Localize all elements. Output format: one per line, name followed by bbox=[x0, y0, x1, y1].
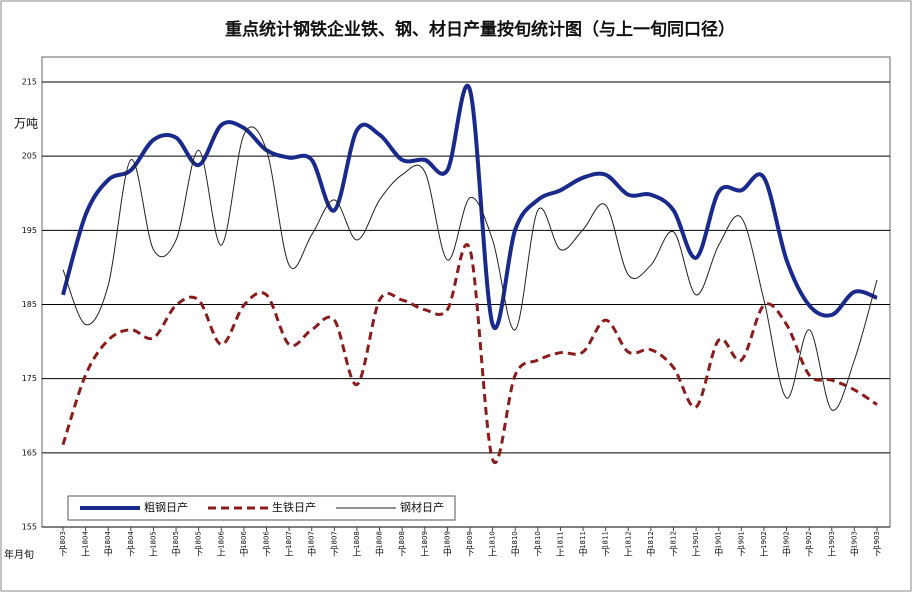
x-sub-label: 下 bbox=[262, 549, 271, 559]
x-sub-label: 上 bbox=[285, 548, 294, 559]
x-sub-label: 下 bbox=[669, 549, 678, 559]
y-tick-label: 215 bbox=[22, 78, 37, 87]
x-sub-label: 下 bbox=[533, 549, 542, 559]
x-sub-label: 中 bbox=[850, 547, 859, 559]
x-tick-label: 1805 bbox=[195, 531, 203, 549]
x-sub-label: 中 bbox=[307, 547, 316, 559]
x-tick-label: 1808 bbox=[353, 531, 361, 549]
x-tick-label: 1809 bbox=[443, 531, 451, 549]
x-tick-label: 1806 bbox=[263, 531, 271, 549]
x-tick-label: 1810 bbox=[489, 531, 497, 549]
y-tick-label: 155 bbox=[22, 523, 37, 532]
x-tick-label: 1901 bbox=[692, 531, 700, 549]
chart-title: 重点统计钢铁企业铁、钢、材日产量按旬统计图（与上一旬同口径） bbox=[225, 19, 735, 40]
x-sub-label: 中 bbox=[172, 547, 181, 559]
x-sub-label: 上 bbox=[217, 548, 226, 559]
x-tick-label: 1807 bbox=[330, 531, 338, 549]
x-tick-label: 1803 bbox=[59, 531, 67, 549]
x-sub-label: 中 bbox=[511, 547, 520, 559]
x-sub-label: 中 bbox=[239, 547, 248, 559]
x-sub-label: 下 bbox=[126, 549, 135, 559]
x-sub-label: 上 bbox=[149, 548, 158, 559]
x-tick-label: 1808 bbox=[398, 531, 406, 549]
legend-label: 粗钢日产 bbox=[144, 500, 188, 514]
x-sub-label: 中 bbox=[646, 547, 655, 559]
y-tick-label: 175 bbox=[22, 374, 37, 383]
x-sub-label: 下 bbox=[194, 549, 203, 559]
x-sub-label: 下 bbox=[58, 549, 67, 559]
x-sub-label: 上 bbox=[488, 548, 497, 559]
x-sub-label: 上 bbox=[420, 548, 429, 559]
x-tick-label: 1811 bbox=[556, 531, 564, 549]
x-tick-label: 1903 bbox=[850, 531, 858, 549]
x-tick-label: 1806 bbox=[240, 531, 248, 549]
x-tick-label: 1806 bbox=[217, 531, 225, 549]
x-tick-label: 1809 bbox=[466, 531, 474, 549]
x-sub-label: 上 bbox=[352, 548, 361, 559]
x-sub-label: 中 bbox=[104, 547, 113, 559]
x-tick-label: 1805 bbox=[172, 531, 180, 549]
x-tick-label: 1810 bbox=[511, 531, 519, 549]
y-tick-label: 205 bbox=[22, 152, 37, 161]
x-tick-label: 1812 bbox=[624, 531, 632, 549]
series-line bbox=[61, 84, 878, 330]
series-line bbox=[61, 243, 878, 465]
x-tick-label: 1902 bbox=[760, 531, 768, 549]
x-tick-label: 1812 bbox=[670, 531, 678, 549]
x-sub-label: 下 bbox=[465, 549, 474, 559]
x-tick-label: 1807 bbox=[285, 531, 293, 549]
y-tick-label: 185 bbox=[22, 300, 37, 309]
legend-label: 生铁日产 bbox=[272, 500, 316, 514]
x-tick-label: 1808 bbox=[376, 531, 384, 549]
x-tick-label: 1902 bbox=[805, 531, 813, 549]
x-sub-label: 上 bbox=[624, 548, 633, 559]
x-tick-label: 1903 bbox=[873, 531, 881, 549]
x-tick-label: 1811 bbox=[579, 531, 587, 549]
x-sub-label: 中 bbox=[714, 547, 723, 559]
x-tick-label: 1804 bbox=[127, 531, 135, 549]
x-axis-label: 年月旬 bbox=[4, 548, 34, 561]
x-sub-label: 下 bbox=[805, 549, 814, 559]
x-tick-label: 1804 bbox=[82, 531, 90, 549]
x-sub-label: 中 bbox=[375, 547, 384, 559]
x-sub-label: 上 bbox=[692, 548, 701, 559]
x-sub-label: 中 bbox=[579, 547, 588, 559]
y-axis-label: 万吨 bbox=[14, 117, 38, 131]
x-tick-label: 1805 bbox=[149, 531, 157, 549]
x-sub-label: 下 bbox=[737, 549, 746, 559]
y-tick-label: 195 bbox=[22, 226, 37, 235]
x-sub-label: 中 bbox=[782, 547, 791, 559]
plot-area bbox=[41, 56, 891, 528]
series-line bbox=[62, 126, 878, 411]
x-tick-label: 1811 bbox=[602, 531, 610, 549]
x-sub-label: 上 bbox=[81, 548, 90, 559]
x-sub-label: 下 bbox=[601, 549, 610, 559]
x-tick-label: 1903 bbox=[828, 531, 836, 549]
x-tick-label: 1901 bbox=[737, 531, 745, 549]
x-tick-label: 1902 bbox=[783, 531, 791, 549]
x-tick-label: 1901 bbox=[715, 531, 723, 549]
x-tick-label: 1809 bbox=[421, 531, 429, 549]
x-sub-label: 中 bbox=[443, 547, 452, 559]
x-tick-label: 1807 bbox=[308, 531, 316, 549]
x-sub-label: 下 bbox=[398, 549, 407, 559]
x-sub-label: 上 bbox=[827, 548, 836, 559]
x-sub-label: 下 bbox=[872, 549, 881, 559]
x-sub-label: 下 bbox=[330, 549, 339, 559]
x-sub-label: 上 bbox=[759, 548, 768, 559]
legend-label: 钢材日产 bbox=[400, 500, 444, 514]
y-tick-label: 165 bbox=[22, 448, 37, 457]
x-sub-label: 上 bbox=[556, 548, 565, 559]
x-tick-label: 1804 bbox=[104, 531, 112, 549]
x-tick-label: 1810 bbox=[534, 531, 542, 549]
x-tick-label: 1812 bbox=[647, 531, 655, 549]
